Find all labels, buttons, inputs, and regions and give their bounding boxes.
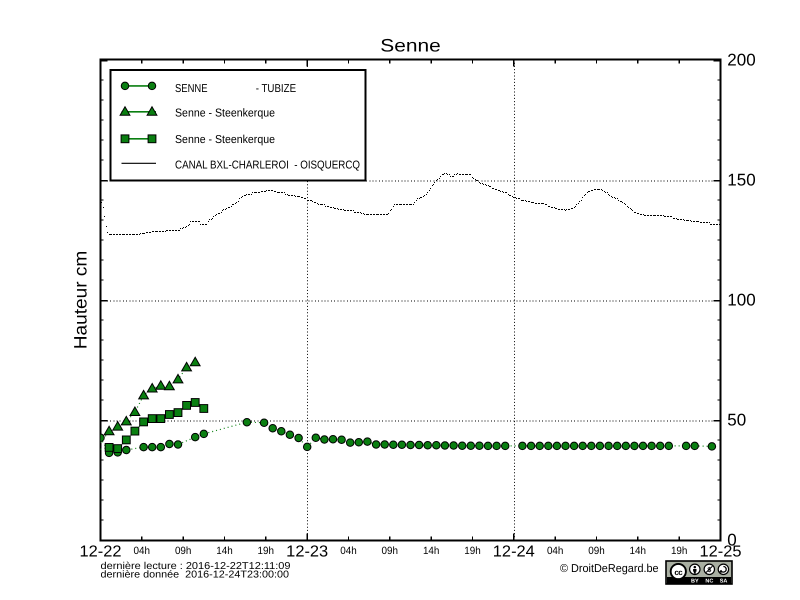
svg-text:Senne - Steenkerque: Senne - Steenkerque (175, 134, 275, 146)
svg-text:Senne - Steenkerque: Senne - Steenkerque (175, 108, 275, 120)
svg-text:Hauteur cm: Hauteur cm (71, 251, 91, 350)
svg-text:12-23: 12-23 (286, 544, 328, 561)
svg-text:19h: 19h (464, 545, 481, 557)
svg-text:dernière donnée 2016-12-24T23: dernière donnée 2016-12-24T23:00:00 (101, 570, 290, 581)
svg-text:cc: cc (674, 568, 683, 577)
svg-text:09h: 09h (588, 545, 605, 557)
svg-text:Senne: Senne (380, 36, 441, 56)
svg-text:BY: BY (691, 579, 699, 585)
svg-text:04h: 04h (134, 545, 151, 557)
svg-text:dernière lecture : 2016-12-22T: dernière lecture : 2016-12-22T12:11:09 (101, 561, 291, 572)
svg-text:CANAL BXL-CHARLEROI - OISQUER: CANAL BXL-CHARLEROI - OISQUERCQ (175, 160, 360, 172)
svg-text:14h: 14h (630, 545, 647, 557)
svg-text:SENNE: SENNE (175, 83, 208, 95)
svg-text:19h: 19h (671, 545, 688, 557)
svg-text:SA: SA (720, 579, 728, 585)
svg-text:19h: 19h (258, 545, 275, 557)
svg-text:04h: 04h (547, 545, 564, 557)
svg-text:14h: 14h (423, 545, 440, 557)
svg-text:© DroitDeRegard.be: © DroitDeRegard.be (560, 563, 659, 575)
svg-text:100: 100 (727, 290, 755, 309)
svg-text:NC: NC (705, 579, 713, 585)
svg-text:150: 150 (727, 170, 755, 189)
svg-text:$: $ (707, 566, 711, 574)
svg-text:09h: 09h (382, 545, 399, 557)
svg-text:09h: 09h (175, 545, 192, 557)
svg-text:50: 50 (727, 410, 746, 429)
svg-text:200: 200 (727, 50, 755, 69)
svg-text:12-24: 12-24 (493, 544, 535, 561)
svg-text:- TUBIZE: - TUBIZE (256, 83, 297, 95)
svg-text:0: 0 (727, 530, 736, 549)
svg-text:12-22: 12-22 (80, 544, 122, 561)
svg-text:14h: 14h (216, 545, 233, 557)
svg-text:04h: 04h (340, 545, 357, 557)
svg-text:12-25: 12-25 (700, 544, 742, 561)
